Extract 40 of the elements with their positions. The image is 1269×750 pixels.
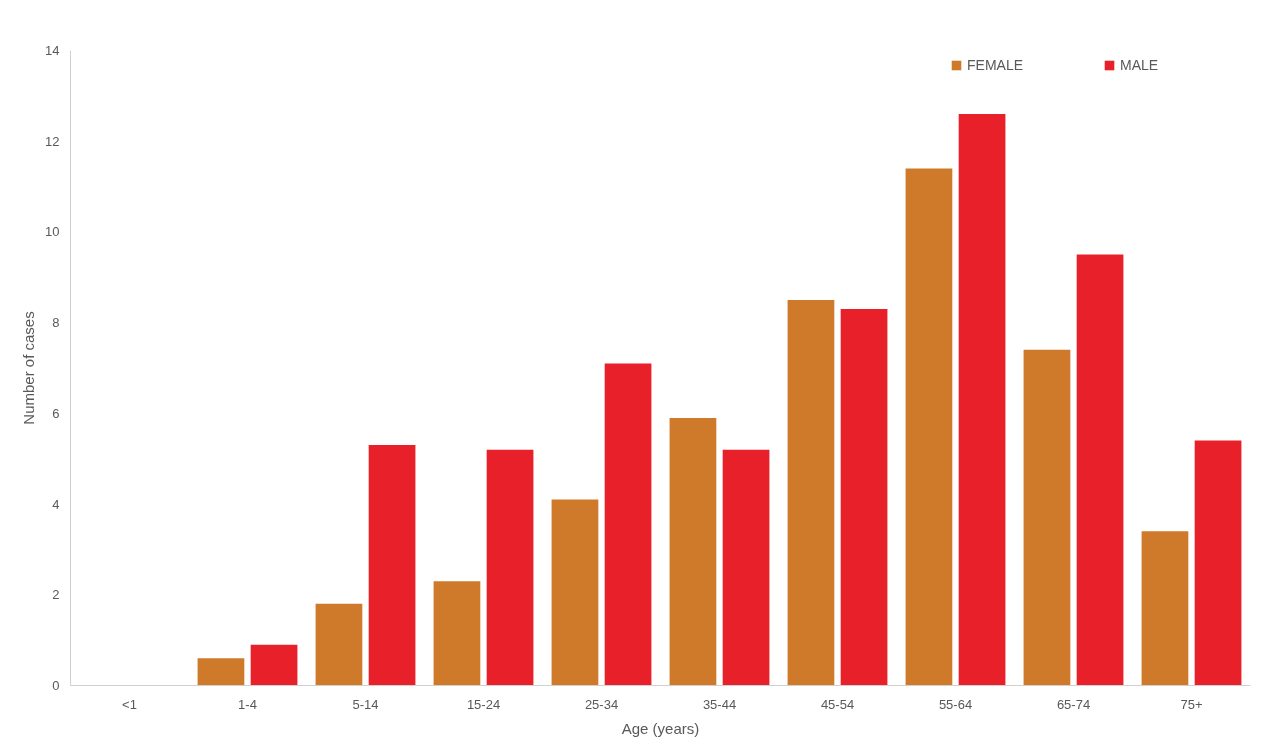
bar	[1076, 254, 1124, 686]
bar	[315, 603, 363, 686]
y-tick-label: 2	[52, 587, 60, 603]
bar	[250, 644, 298, 686]
bar	[1141, 531, 1189, 686]
bar	[787, 299, 835, 686]
bar	[433, 581, 481, 686]
x-axis-title: Age (years)	[621, 719, 700, 737]
x-tick-label: 65-74	[1056, 696, 1091, 712]
y-tick-label: 0	[52, 678, 60, 693]
x-tick-label: 15-24	[466, 696, 501, 712]
bar	[958, 114, 1006, 686]
x-tick-label: 25-34	[584, 696, 619, 712]
y-tick-label: 6	[52, 405, 60, 421]
bar	[486, 449, 534, 686]
bar	[905, 168, 953, 686]
bar	[669, 417, 717, 686]
bar	[1023, 349, 1071, 686]
bar	[551, 499, 599, 686]
x-tick-label: 35-44	[702, 696, 737, 712]
bar	[722, 449, 770, 686]
bar	[840, 309, 888, 686]
legend-label: FEMALE	[967, 57, 1024, 73]
y-tick-label: 10	[45, 224, 60, 240]
bar	[197, 658, 245, 686]
x-tick-label: 1-4	[238, 696, 257, 712]
bar	[1194, 440, 1242, 686]
y-tick-label: 14	[45, 43, 60, 58]
x-tick-label: <1	[122, 696, 137, 712]
y-tick-label: 12	[45, 133, 60, 149]
y-tick-label: 4	[52, 496, 60, 512]
x-tick-label: 75+	[1180, 696, 1203, 712]
x-tick-label: 5-14	[352, 696, 379, 712]
bar	[604, 363, 652, 686]
x-tick-label: 45-54	[820, 696, 855, 712]
y-tick-label: 8	[52, 315, 60, 331]
legend-label: MALE	[1120, 57, 1159, 73]
y-axis-title: Number of cases	[20, 311, 38, 425]
bar	[368, 445, 416, 686]
x-tick-label: 55-64	[938, 696, 973, 712]
